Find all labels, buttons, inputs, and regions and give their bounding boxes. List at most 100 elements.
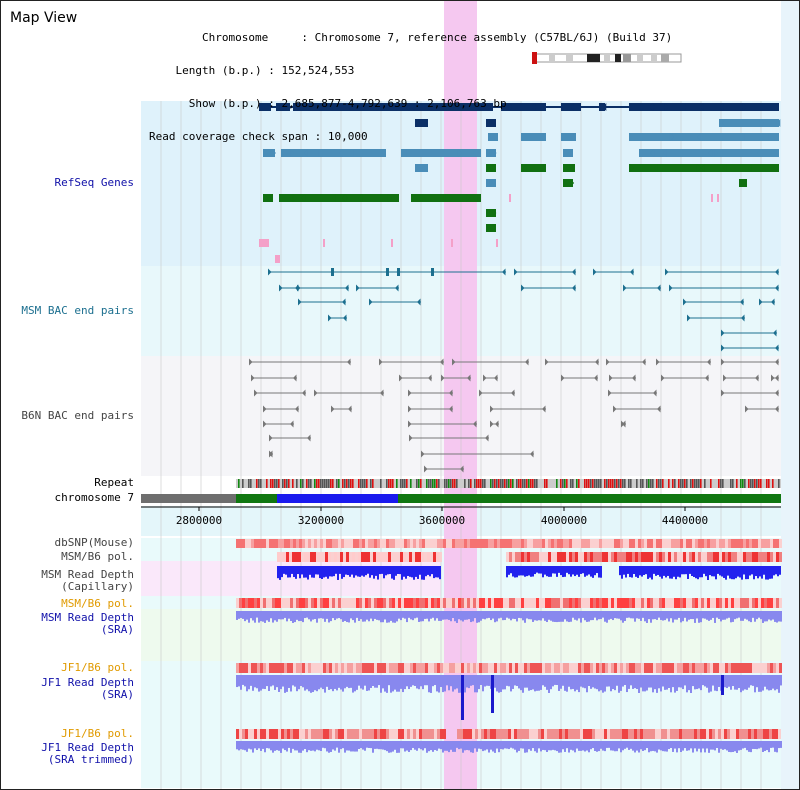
heat-cell bbox=[545, 539, 548, 548]
repeat-mark bbox=[508, 479, 510, 488]
heat-cell bbox=[574, 729, 577, 739]
depth-bar bbox=[528, 566, 530, 576]
heat-cell bbox=[734, 539, 737, 548]
depth-bar bbox=[584, 675, 586, 689]
feature-arrow bbox=[572, 284, 576, 292]
track-label-jf1-depth-trim[interactable]: JF1 Read Depth (SRA trimmed) bbox=[41, 741, 134, 766]
depth-bar bbox=[390, 611, 392, 621]
heat-cell bbox=[655, 729, 658, 739]
depth-bar bbox=[662, 741, 664, 752]
heat-cell bbox=[254, 539, 257, 548]
depth-bar bbox=[490, 611, 492, 621]
heat-cell bbox=[473, 539, 476, 548]
depth-bar bbox=[320, 741, 322, 752]
depth-bar bbox=[726, 741, 728, 751]
track-label-jf1-depth-sra[interactable]: JF1 Read Depth (SRA) bbox=[41, 676, 134, 701]
depth-bar bbox=[650, 741, 652, 752]
depth-bar bbox=[428, 611, 430, 622]
depth-bar bbox=[508, 566, 510, 575]
depth-bar bbox=[331, 566, 333, 577]
depth-bar bbox=[582, 611, 584, 618]
heat-cell bbox=[320, 729, 323, 739]
depth-bar bbox=[355, 566, 357, 576]
depth-bar bbox=[360, 675, 362, 689]
depth-bar bbox=[274, 675, 276, 690]
track-label-jf1-b6-pol-2[interactable]: JF1/B6 pol. bbox=[61, 727, 134, 740]
depth-bar bbox=[574, 611, 576, 620]
track-label-msm-b6-pol-2[interactable]: MSM/B6 pol. bbox=[61, 597, 134, 610]
track-label-jf1-b6-pol-1[interactable]: JF1/B6 pol. bbox=[61, 661, 134, 674]
repeat-mark bbox=[694, 479, 696, 488]
depth-bar bbox=[394, 741, 396, 750]
heat-cell bbox=[239, 663, 242, 673]
depth-bar bbox=[386, 611, 388, 623]
track-label-b6n-bac[interactable]: B6N BAC end pairs bbox=[21, 409, 134, 422]
repeat-mark bbox=[614, 479, 616, 488]
depth-bar bbox=[376, 675, 378, 688]
depth-bar bbox=[335, 566, 337, 574]
feature-arrow bbox=[473, 194, 478, 202]
track-label-repeat[interactable]: Repeat bbox=[94, 476, 134, 489]
track-label-msm-depth-cap[interactable]: MSM Read Depth (Capillary) bbox=[41, 568, 134, 593]
feature-arrow bbox=[741, 314, 745, 322]
heat-cell bbox=[722, 598, 725, 608]
depth-bar bbox=[732, 741, 734, 752]
depth-bar bbox=[612, 675, 614, 690]
depth-bar bbox=[760, 675, 762, 692]
heat-cell bbox=[665, 552, 668, 562]
heat-cell bbox=[500, 663, 503, 673]
repeat-mark bbox=[622, 479, 624, 488]
heat-cell bbox=[491, 598, 494, 608]
repeat-mark bbox=[468, 479, 470, 488]
heat-cell bbox=[299, 539, 302, 548]
feature-arrow bbox=[290, 420, 294, 428]
heat-cell bbox=[275, 729, 278, 739]
depth-bar bbox=[550, 741, 552, 751]
depth-bar bbox=[298, 741, 300, 753]
depth-bar bbox=[256, 741, 258, 750]
heat-cell bbox=[743, 598, 746, 608]
depth-bar bbox=[388, 741, 390, 753]
heat-cell bbox=[419, 598, 422, 608]
track-label-msm-bac[interactable]: MSM BAC end pairs bbox=[21, 304, 134, 317]
heat-cell bbox=[347, 729, 350, 739]
heat-cell bbox=[617, 552, 620, 562]
depth-bar bbox=[372, 741, 374, 753]
depth-bar bbox=[530, 566, 532, 577]
heat-cell bbox=[272, 729, 275, 739]
repeat-mark bbox=[418, 479, 420, 488]
heat-cell bbox=[512, 663, 515, 673]
track-label-dbsnp[interactable]: dbSNP(Mouse) bbox=[54, 536, 134, 549]
track-label-refseq[interactable]: RefSeq Genes bbox=[54, 176, 134, 189]
depth-bar bbox=[572, 741, 574, 751]
heat-cell bbox=[715, 729, 718, 739]
depth-bar bbox=[534, 675, 536, 692]
heat-cell bbox=[332, 598, 335, 608]
depth-bar bbox=[628, 675, 630, 689]
depth-bar bbox=[400, 675, 402, 689]
ideogram-band bbox=[615, 54, 621, 62]
heat-cell bbox=[742, 729, 745, 739]
depth-bar bbox=[354, 741, 356, 752]
heat-cell bbox=[668, 539, 671, 548]
track-label-msm-b6-pol-1[interactable]: MSM/B6 pol. bbox=[61, 550, 134, 563]
depth-bar bbox=[640, 675, 642, 688]
heat-cell bbox=[701, 552, 704, 562]
depth-bar bbox=[634, 611, 636, 622]
track-label-chromosome[interactable]: chromosome 7 bbox=[54, 491, 134, 504]
heat-cell bbox=[485, 539, 488, 548]
depth-bar bbox=[546, 675, 548, 690]
track-label-msm-depth-sra[interactable]: MSM Read Depth (SRA) bbox=[41, 611, 134, 636]
repeat-mark bbox=[372, 479, 374, 488]
feature-arrow bbox=[269, 434, 273, 442]
feature-arrow bbox=[665, 268, 669, 276]
heat-cell bbox=[325, 552, 328, 562]
depth-bar bbox=[738, 675, 740, 689]
gene-block bbox=[281, 149, 386, 157]
heat-cell bbox=[554, 552, 557, 562]
feature-arrow bbox=[522, 164, 527, 172]
heat-cell bbox=[491, 539, 494, 548]
depth-bar bbox=[242, 675, 244, 685]
heat-cell bbox=[659, 663, 662, 673]
